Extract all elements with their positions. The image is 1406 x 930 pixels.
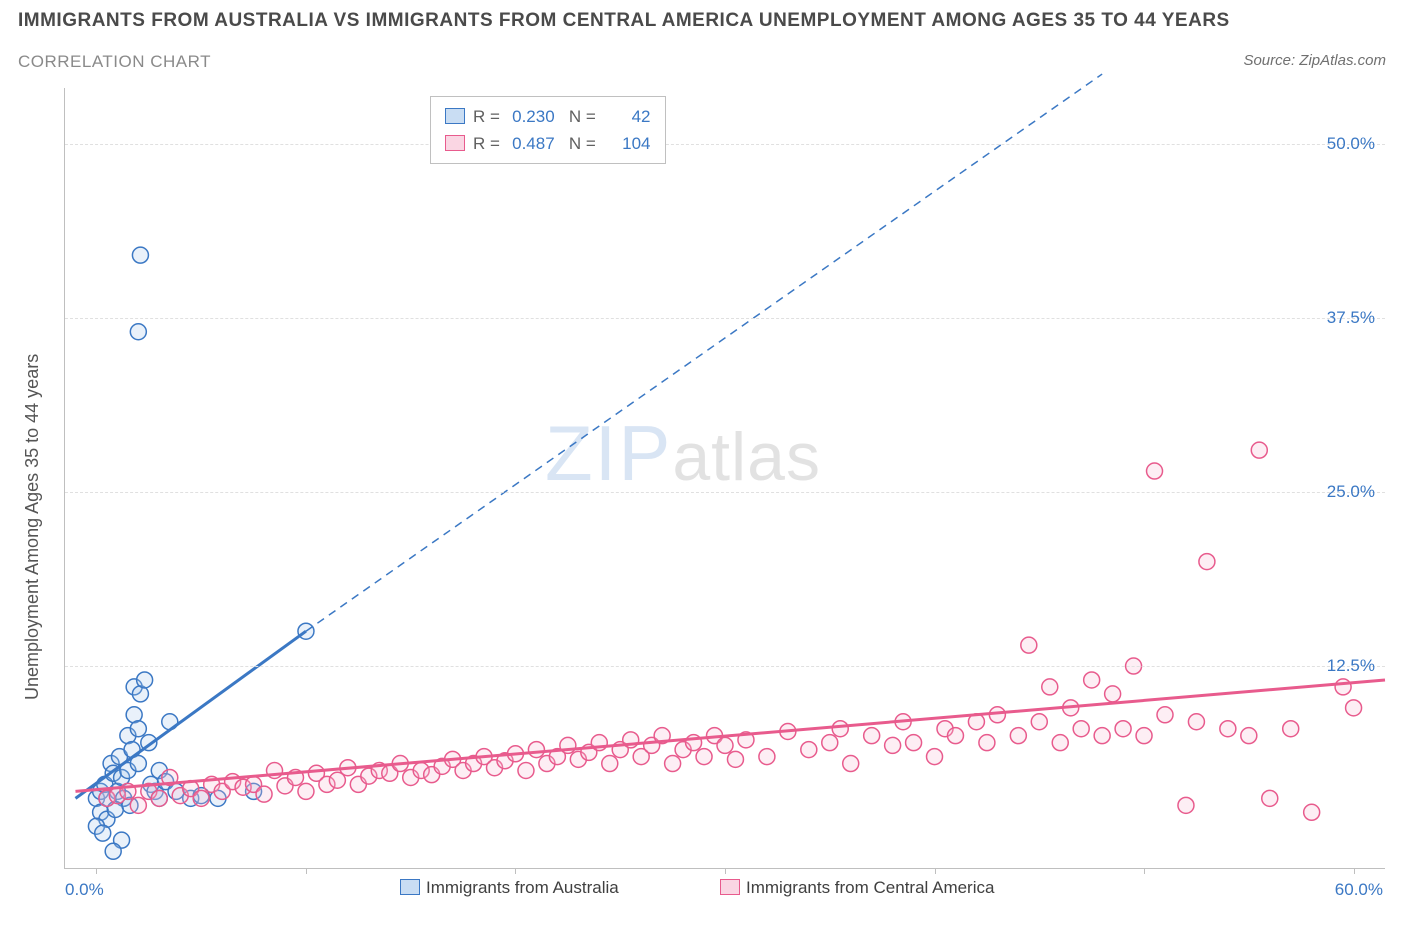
stat-label-r: R =	[473, 134, 500, 153]
data-point	[137, 672, 153, 688]
data-point	[1304, 804, 1320, 820]
stat-label-n: N =	[569, 107, 596, 126]
data-point	[298, 783, 314, 799]
y-tick-label: 50.0%	[1327, 134, 1375, 154]
data-point	[927, 749, 943, 765]
data-point	[1105, 686, 1121, 702]
data-point	[528, 742, 544, 758]
data-point	[1073, 721, 1089, 737]
data-point	[906, 735, 922, 751]
data-point	[1031, 714, 1047, 730]
data-point	[95, 825, 111, 841]
gridline-h	[65, 144, 1385, 145]
data-point	[1084, 672, 1100, 688]
chart-title: IMMIGRANTS FROM AUSTRALIA VS IMMIGRANTS …	[18, 10, 1230, 32]
x-tick	[935, 868, 936, 874]
data-point	[1136, 728, 1152, 744]
y-tick-label: 25.0%	[1327, 482, 1375, 502]
stat-value-r: 0.230	[505, 103, 555, 130]
data-point	[665, 756, 681, 772]
gridline-h	[65, 492, 1385, 493]
legend-swatch	[445, 108, 465, 124]
plot-area: ZIPatlas 12.5%25.0%37.5%50.0%0.0%60.0%	[64, 88, 1385, 869]
stat-value-r: 0.487	[505, 130, 555, 157]
data-point	[696, 749, 712, 765]
data-point	[717, 737, 733, 753]
source-attribution: Source: ZipAtlas.com	[1243, 52, 1386, 69]
chart-container: IMMIGRANTS FROM AUSTRALIA VS IMMIGRANTS …	[0, 0, 1406, 930]
trend-line-extrapolated	[306, 74, 1102, 631]
data-point	[1346, 700, 1362, 716]
legend-swatch	[400, 879, 420, 895]
stat-label-r: R =	[473, 107, 500, 126]
data-point	[1010, 728, 1026, 744]
data-point	[1251, 442, 1267, 458]
legend-swatch	[720, 879, 740, 895]
data-point	[1021, 637, 1037, 653]
stats-legend-box: R = 0.230 N = 42R = 0.487 N = 104	[430, 96, 666, 164]
data-point	[801, 742, 817, 758]
data-point	[105, 843, 121, 859]
data-point	[518, 763, 534, 779]
x-tick	[515, 868, 516, 874]
data-point	[1042, 679, 1058, 695]
data-point	[193, 790, 209, 806]
data-point	[1115, 721, 1131, 737]
data-point	[727, 751, 743, 767]
data-point	[130, 721, 146, 737]
data-point	[1052, 735, 1068, 751]
x-tick	[1354, 868, 1355, 874]
data-point	[1283, 721, 1299, 737]
data-point	[864, 728, 880, 744]
data-point	[1262, 790, 1278, 806]
data-point	[843, 756, 859, 772]
data-point	[132, 247, 148, 263]
data-point	[256, 786, 272, 802]
data-point	[947, 728, 963, 744]
legend-swatch	[445, 135, 465, 151]
data-point	[151, 790, 167, 806]
legend-label: Immigrants from Central America	[746, 878, 994, 897]
legend-item: Immigrants from Australia	[400, 878, 619, 898]
stat-label-n: N =	[569, 134, 596, 153]
stats-row: R = 0.487 N = 104	[445, 130, 651, 157]
trend-line	[75, 680, 1385, 791]
x-tick-label-left: 0.0%	[65, 880, 104, 900]
data-point	[832, 721, 848, 737]
data-point	[130, 324, 146, 340]
gridline-h	[65, 318, 1385, 319]
data-point	[1335, 679, 1351, 695]
data-point	[979, 735, 995, 751]
y-tick-label: 37.5%	[1327, 308, 1375, 328]
data-point	[1157, 707, 1173, 723]
legend-label: Immigrants from Australia	[426, 878, 619, 897]
data-point	[1241, 728, 1257, 744]
legend-item: Immigrants from Central America	[720, 878, 994, 898]
x-tick-label-right: 60.0%	[1335, 880, 1383, 900]
data-point	[885, 737, 901, 753]
stats-row: R = 0.230 N = 42	[445, 103, 651, 130]
y-tick-label: 12.5%	[1327, 656, 1375, 676]
data-point	[822, 735, 838, 751]
stat-value-n: 104	[601, 130, 651, 157]
chart-subtitle: CORRELATION CHART	[18, 52, 211, 72]
data-point	[1188, 714, 1204, 730]
y-axis-label: Unemployment Among Ages 35 to 44 years	[22, 354, 43, 700]
gridline-h	[65, 666, 1385, 667]
data-point	[602, 756, 618, 772]
data-point	[1220, 721, 1236, 737]
data-point	[1094, 728, 1110, 744]
x-tick	[725, 868, 726, 874]
data-point	[130, 797, 146, 813]
stat-value-n: 42	[601, 103, 651, 130]
data-point	[1199, 554, 1215, 570]
scatter-svg	[65, 88, 1385, 868]
data-point	[759, 749, 775, 765]
data-point	[1147, 463, 1163, 479]
x-tick	[306, 868, 307, 874]
data-point	[1178, 797, 1194, 813]
x-tick	[1144, 868, 1145, 874]
x-tick	[96, 868, 97, 874]
